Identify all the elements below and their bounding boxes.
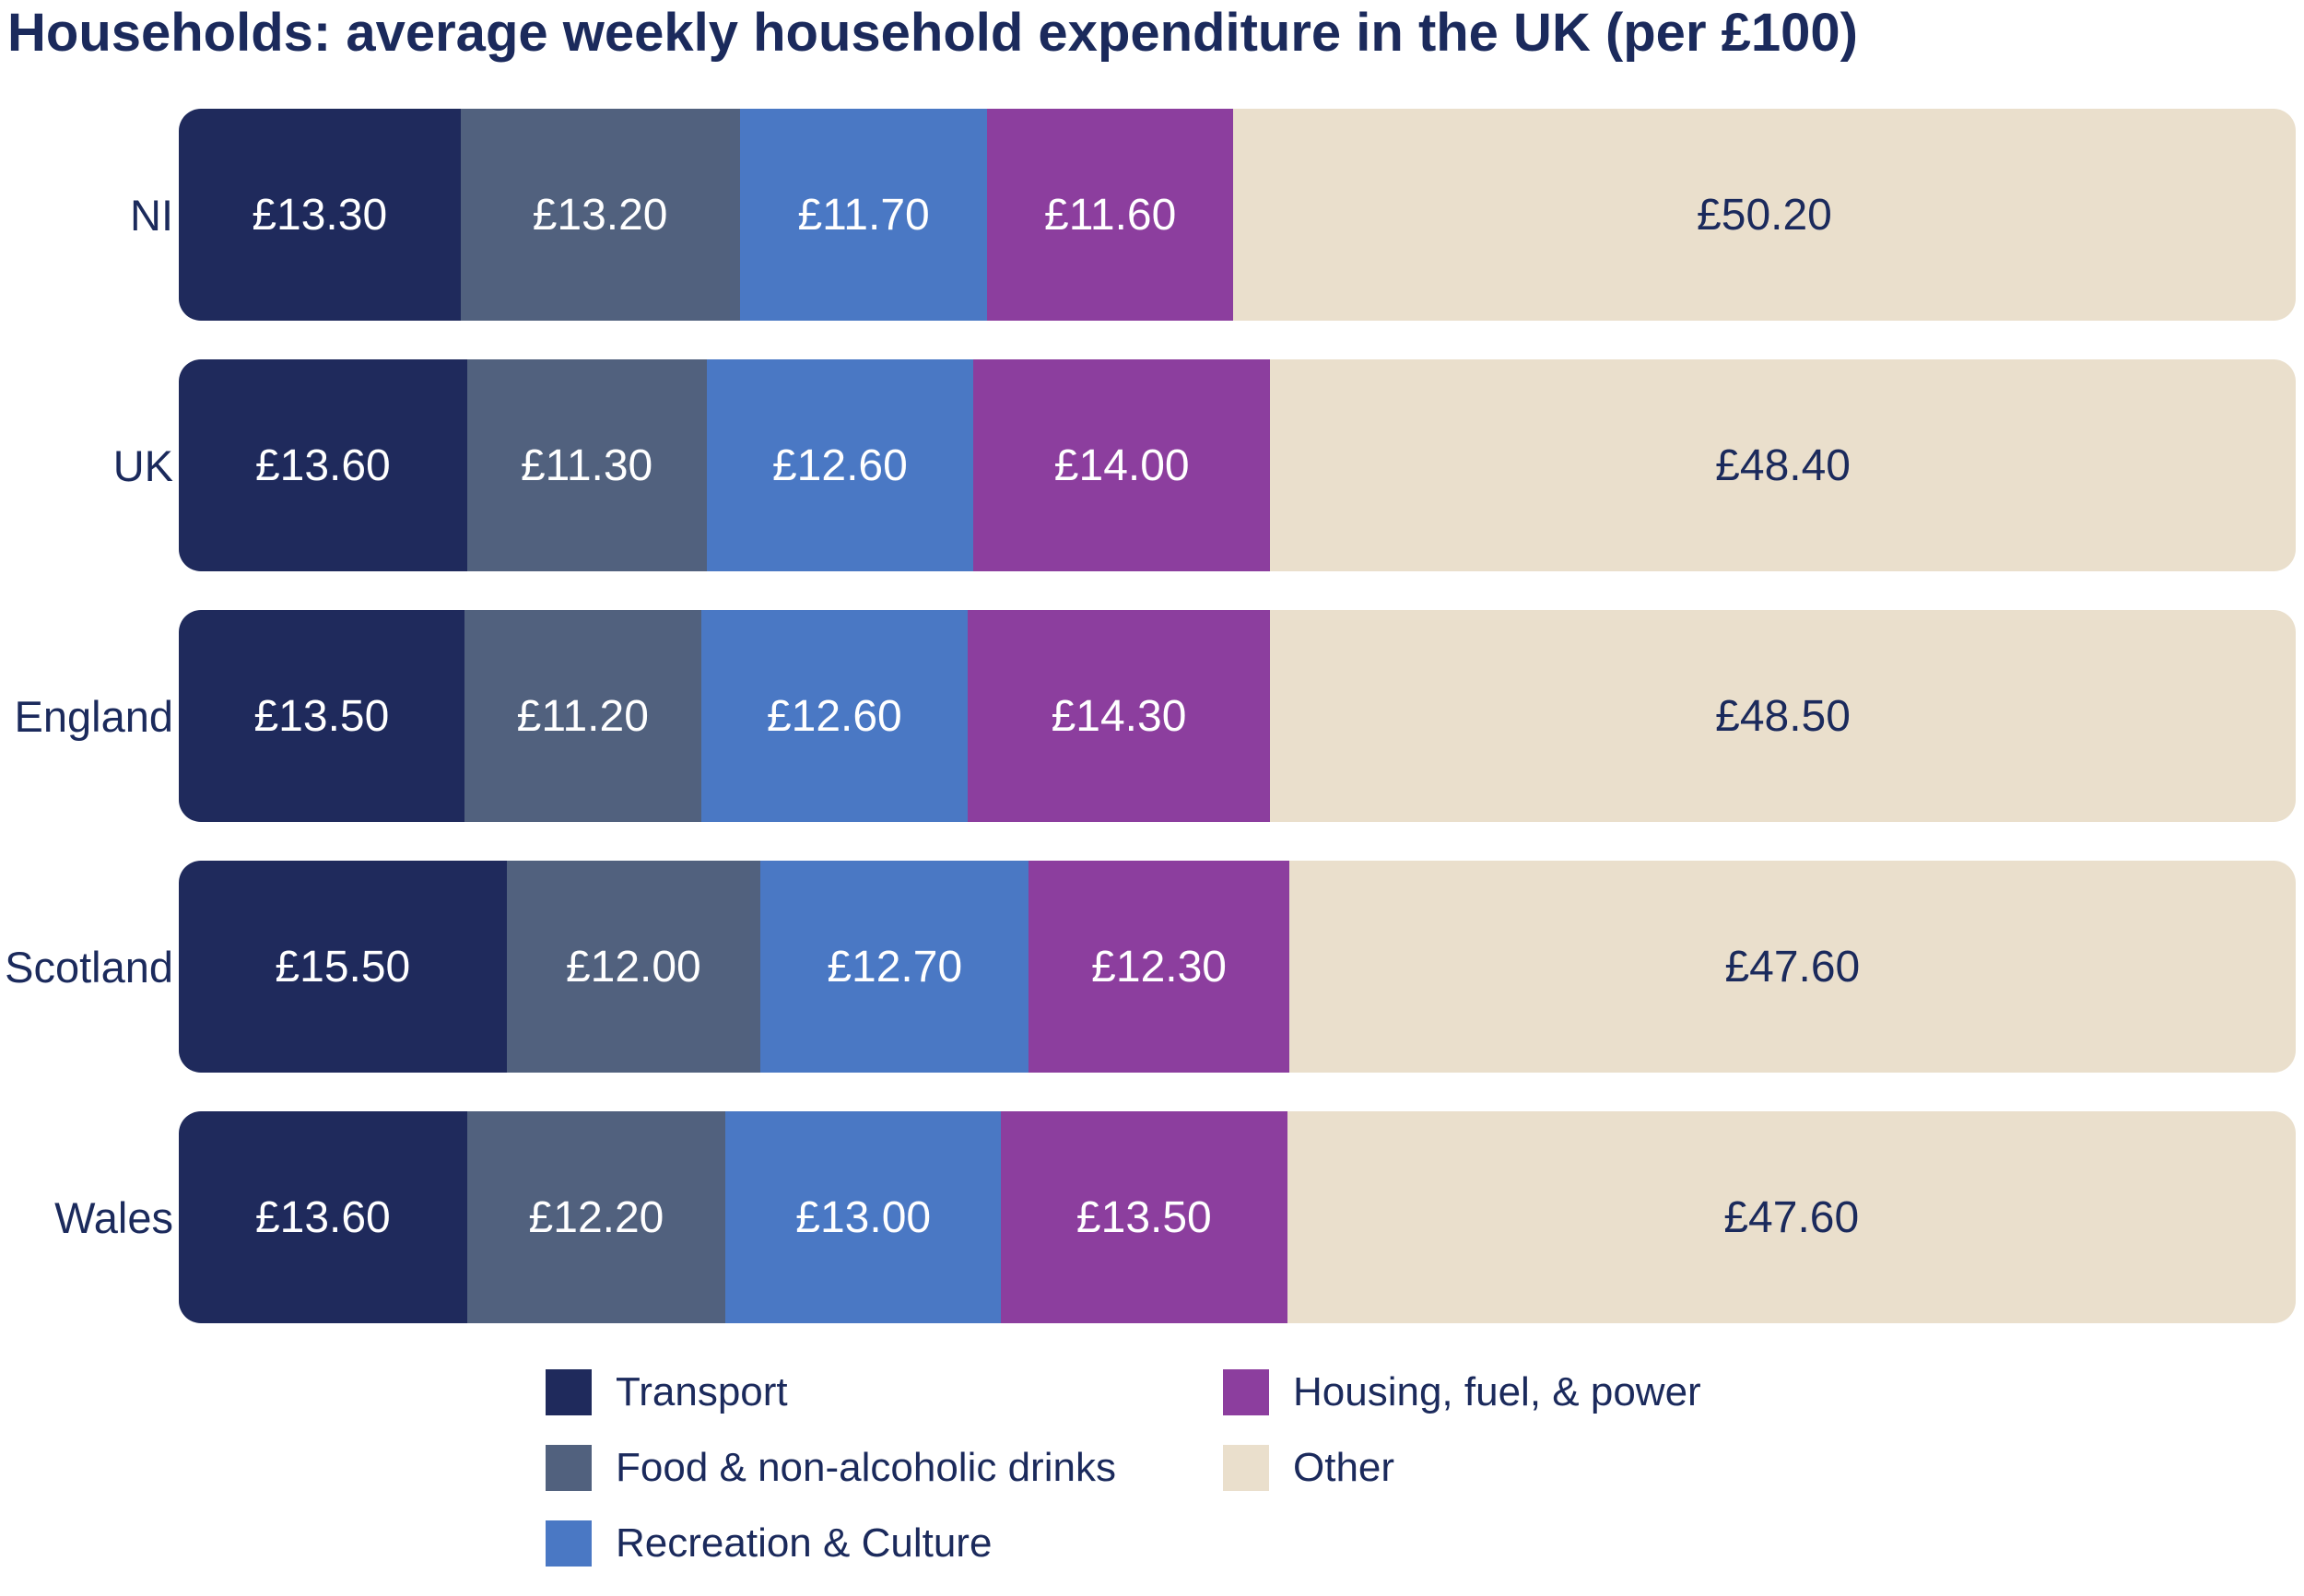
bar-row: Scotland £15.50 £12.00 £12.70 £12.30 £47.60	[0, 861, 2304, 1073]
legend-column: Housing, fuel, & power Other	[1223, 1369, 1701, 1596]
bar-segment: £48.50	[1270, 610, 2296, 822]
segment-value: £12.20	[528, 1192, 664, 1242]
segment-value: £47.60	[1724, 942, 1861, 992]
bar-segment: £12.60	[706, 359, 974, 571]
segment-value: £11.20	[516, 691, 649, 741]
segment-value: £11.30	[520, 440, 653, 490]
bar: £13.30 £13.20 £11.70 £11.60 £50.20	[179, 109, 2296, 321]
bar-segment: £47.60	[1287, 1111, 2296, 1323]
bar-row: Wales £13.60 £12.20 £13.00 £13.50 £47.60	[0, 1111, 2304, 1323]
legend-column: Transport Food & non-alcoholic drinks Recr…	[546, 1369, 1223, 1596]
segment-value: £12.70	[827, 942, 963, 992]
legend-item: Recreation & Culture	[546, 1520, 1223, 1567]
page-title: Households: average weekly household exp…	[7, 3, 1858, 63]
bar-segment: £12.00	[506, 861, 761, 1073]
segment-value: £12.30	[1091, 942, 1227, 992]
bar-segment: £13.50	[179, 610, 464, 822]
bar-row: UK £13.60 £11.30 £12.60 £14.00 £48.40	[0, 359, 2304, 571]
legend: Transport Food & non-alcoholic drinks Recr…	[546, 1369, 1701, 1596]
bar-segment: £13.50	[1001, 1111, 1287, 1323]
row-label: England	[14, 691, 174, 741]
segment-value: £14.00	[1053, 440, 1190, 490]
bar-segment: £47.60	[1288, 861, 2296, 1073]
segment-value: £13.50	[253, 691, 390, 741]
segment-value: £13.60	[254, 440, 391, 490]
bar-segment: £12.70	[760, 861, 1029, 1073]
bar-segment: £12.20	[466, 1111, 726, 1323]
segment-value: £12.60	[766, 691, 902, 741]
legend-item: Other	[1223, 1445, 1701, 1491]
segment-value: £13.00	[795, 1192, 932, 1242]
bar: £13.60 £11.30 £12.60 £14.00 £48.40	[179, 359, 2296, 571]
segment-value: £48.50	[1715, 691, 1851, 741]
segment-value: £48.40	[1715, 440, 1851, 490]
bar-segment: £11.30	[466, 359, 707, 571]
legend-label: Recreation & Culture	[616, 1520, 993, 1566]
legend-swatch	[546, 1520, 592, 1567]
segment-value: £14.30	[1051, 691, 1187, 741]
bar-segment: £13.60	[179, 1111, 467, 1323]
segment-value: £50.20	[1697, 190, 1832, 240]
stacked-bar-chart: NI £13.30 £13.20 £11.70 £11.60 £50.20 UK £13.60…	[0, 109, 2304, 1362]
legend-label: Housing, fuel, & power	[1293, 1369, 1701, 1414]
bar-segment: £14.00	[973, 359, 1271, 571]
legend-swatch	[546, 1369, 592, 1415]
row-label: NI	[130, 190, 173, 240]
bar-segment: £13.30	[179, 109, 461, 321]
row-label: Wales	[54, 1192, 173, 1242]
legend-label: Food & non-alcoholic drinks	[616, 1445, 1116, 1490]
bar-segment: £14.30	[967, 610, 1271, 822]
bar-row: England £13.50 £11.20 £12.60 £14.30 £48.50	[0, 610, 2304, 822]
segment-value: £13.60	[254, 1192, 391, 1242]
segment-value: £47.60	[1723, 1192, 1860, 1242]
row-label: UK	[112, 440, 173, 490]
segment-value: £12.00	[565, 942, 701, 992]
bar-row: NI £13.30 £13.20 £11.70 £11.60 £50.20	[0, 109, 2304, 321]
segment-value: £13.50	[1076, 1192, 1212, 1242]
bar-segment: £12.30	[1029, 861, 1289, 1073]
legend-swatch	[546, 1445, 592, 1491]
bar-segment: £12.60	[700, 610, 968, 822]
legend-label: Transport	[616, 1369, 788, 1414]
legend-swatch	[1223, 1445, 1269, 1491]
legend-label: Other	[1293, 1445, 1395, 1490]
bar-segment: £11.60	[987, 109, 1233, 321]
bar: £13.50 £11.20 £12.60 £14.30 £48.50	[179, 610, 2296, 822]
bar-segment: £11.70	[739, 109, 988, 321]
legend-item: Transport	[546, 1369, 1223, 1415]
bar: £13.60 £12.20 £13.00 £13.50 £47.60	[179, 1111, 2296, 1323]
bar-segment: £48.40	[1270, 359, 2296, 571]
legend-item: Food & non-alcoholic drinks	[546, 1445, 1223, 1491]
bar-segment: £50.20	[1232, 109, 2296, 321]
bar-segment: £11.20	[464, 610, 701, 822]
segment-value: £13.20	[532, 190, 668, 240]
row-label: Scotland	[5, 942, 173, 992]
segment-value: £12.60	[771, 440, 908, 490]
bar-segment: £15.50	[179, 861, 507, 1073]
segment-value: £15.50	[275, 942, 411, 992]
legend-item: Housing, fuel, & power	[1223, 1369, 1701, 1415]
segment-value: £13.30	[252, 190, 388, 240]
segment-value: £11.70	[797, 190, 930, 240]
segment-value: £11.60	[1044, 190, 1177, 240]
legend-swatch	[1223, 1369, 1269, 1415]
bar-segment: £13.20	[460, 109, 740, 321]
bar-segment: £13.00	[725, 1111, 1002, 1323]
bar-segment: £13.60	[179, 359, 467, 571]
bar: £15.50 £12.00 £12.70 £12.30 £47.60	[179, 861, 2296, 1073]
